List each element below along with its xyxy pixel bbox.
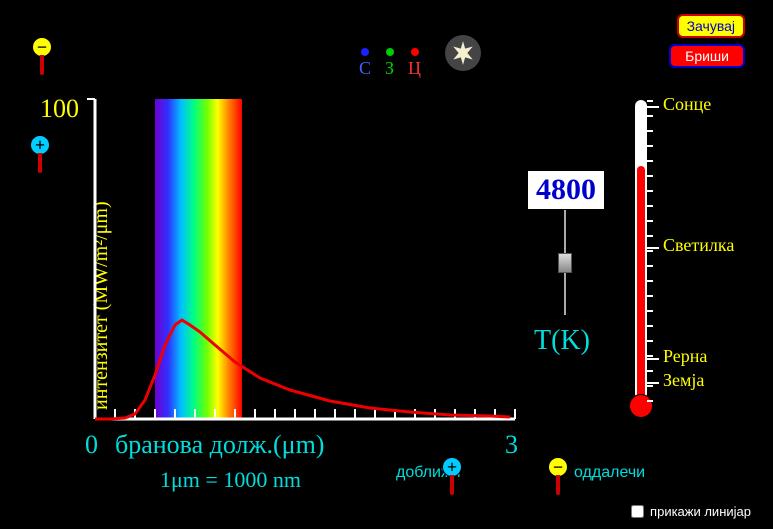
temperature-unit-label: T(K) xyxy=(534,325,590,357)
thermometer-bulb xyxy=(629,394,653,418)
thermometer-tube xyxy=(635,100,647,400)
thermometer-label: Светилка xyxy=(663,235,734,256)
x-axis-label: бранова долж.(μm) xyxy=(115,430,324,460)
show-ruler-label: прикажи линијар xyxy=(650,504,751,519)
zoom-out-x-control[interactable]: − xyxy=(548,457,568,495)
x-min-label: 0 xyxy=(85,430,98,460)
thermometer-label: Рерна xyxy=(663,346,707,367)
handle-stem xyxy=(556,475,560,495)
handle-stem xyxy=(450,475,454,495)
checkbox-input[interactable] xyxy=(631,505,644,518)
temperature-readout: 4800 xyxy=(527,170,605,210)
plus-icon: + xyxy=(442,457,462,477)
further-label: оддалечи xyxy=(574,464,645,482)
unit-note: 1μm = 1000 nm xyxy=(160,467,301,493)
show-ruler-checkbox[interactable]: прикажи линијар xyxy=(631,504,751,519)
temperature-slider-thumb[interactable] xyxy=(558,253,572,273)
thermometer: СонцеСветилкаРернаЗемја xyxy=(635,100,765,430)
x-max-label: 3 xyxy=(505,430,518,460)
thermometer-fill xyxy=(637,166,645,400)
thermometer-label: Сонце xyxy=(663,94,711,115)
minus-icon: − xyxy=(548,457,568,477)
thermometer-label: Земја xyxy=(663,370,704,391)
zoom-in-x-control[interactable]: + xyxy=(442,457,462,495)
